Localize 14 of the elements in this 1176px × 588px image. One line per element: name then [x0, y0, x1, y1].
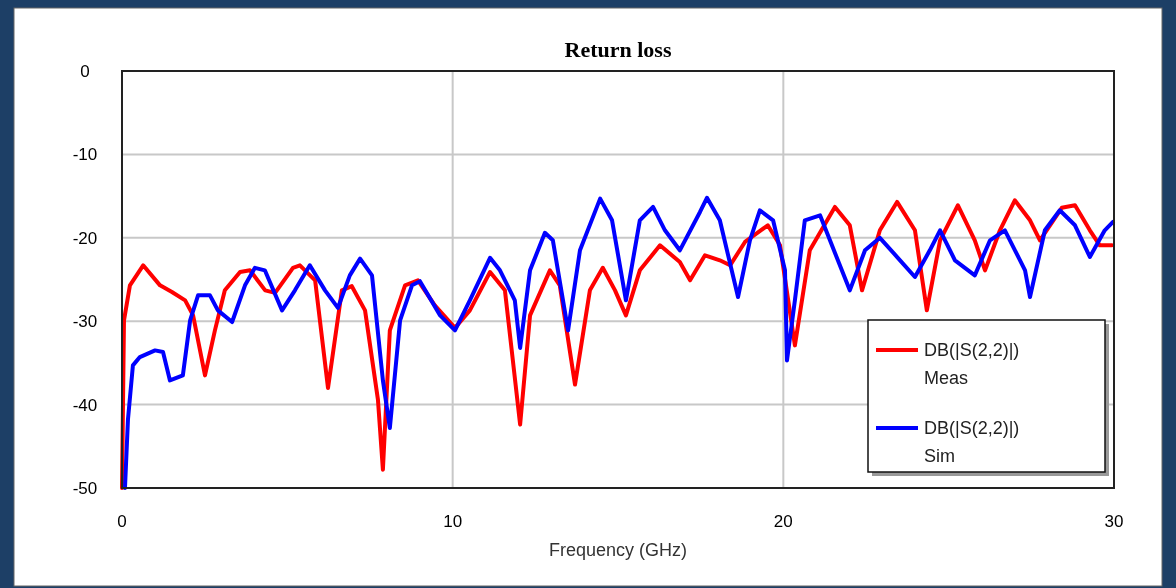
legend-label: DB(|S(2,2)|) Meas [924, 340, 1020, 388]
x-tick-label: 0 [117, 512, 127, 531]
y-tick-label: -30 [72, 312, 98, 332]
chart-title: Return loss [564, 37, 672, 62]
x-axis-title: Frequency (GHz) [548, 540, 688, 560]
y-tick-label: 0 [80, 62, 90, 81]
x-tick-label: 20 [773, 512, 793, 531]
legend-label: DB(|S(2,2)|) Sim [924, 418, 1020, 466]
y-tick-label: -40 [72, 395, 98, 415]
y-tick-label: -20 [72, 228, 98, 248]
x-tick-label: 30 [1104, 512, 1124, 531]
y-tick-label: -50 [72, 479, 98, 498]
y-tick-label: -10 [72, 145, 98, 165]
x-tick-label: 10 [443, 512, 463, 531]
